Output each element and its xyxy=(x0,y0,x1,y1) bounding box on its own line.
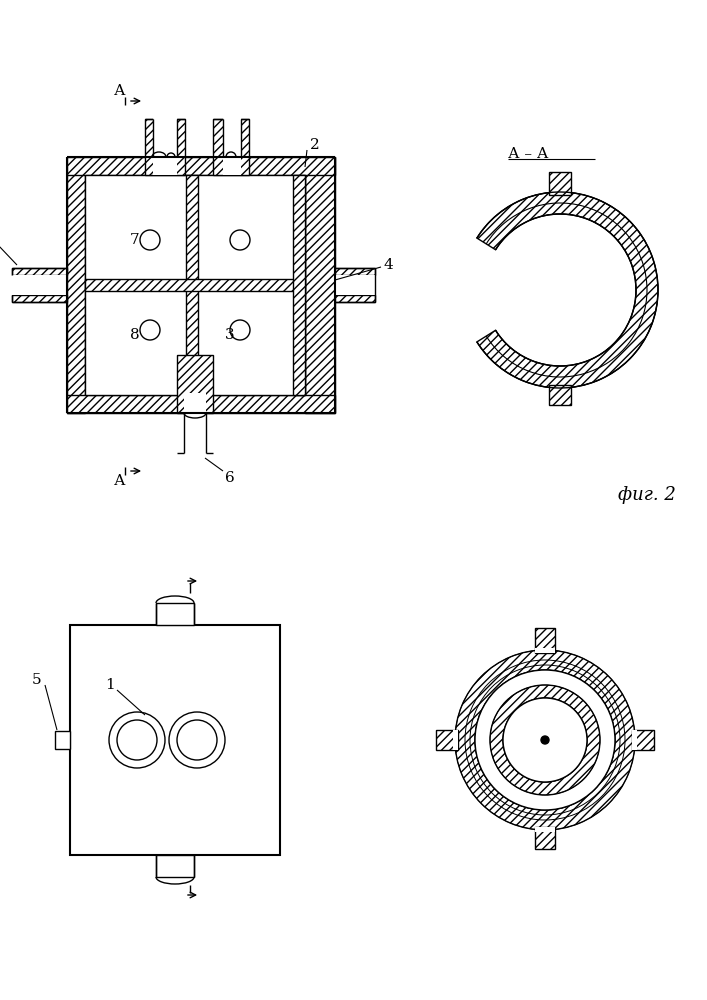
Circle shape xyxy=(230,320,250,340)
Bar xyxy=(551,385,569,405)
Bar xyxy=(549,385,571,405)
Wedge shape xyxy=(462,192,658,388)
Bar xyxy=(535,648,555,653)
Circle shape xyxy=(169,712,225,768)
Text: 6: 6 xyxy=(225,471,235,485)
Bar xyxy=(213,119,249,175)
Bar xyxy=(436,730,458,750)
Bar xyxy=(67,395,335,413)
Bar xyxy=(535,827,555,832)
Circle shape xyxy=(140,230,160,250)
Text: фиг. 2: фиг. 2 xyxy=(618,486,676,504)
Bar xyxy=(223,117,241,175)
Bar xyxy=(12,295,67,302)
Bar xyxy=(535,628,555,653)
Bar xyxy=(305,157,335,413)
Bar xyxy=(67,157,85,413)
Bar xyxy=(549,172,571,195)
Bar xyxy=(335,268,375,275)
Wedge shape xyxy=(490,685,600,795)
Bar xyxy=(293,175,305,395)
Circle shape xyxy=(117,720,157,760)
Text: 5: 5 xyxy=(33,673,42,687)
Bar xyxy=(177,355,213,413)
Bar xyxy=(12,275,67,295)
Bar xyxy=(632,730,654,750)
Bar xyxy=(535,628,555,653)
Bar xyxy=(436,730,458,750)
Bar xyxy=(156,603,194,625)
Bar xyxy=(632,730,654,750)
Bar xyxy=(67,395,335,413)
Wedge shape xyxy=(455,650,635,830)
Bar xyxy=(177,355,213,413)
Bar xyxy=(535,827,555,849)
Bar xyxy=(335,295,375,302)
Text: 8: 8 xyxy=(130,328,140,342)
Bar xyxy=(12,295,67,302)
Bar xyxy=(335,275,375,295)
Bar xyxy=(535,827,555,849)
Circle shape xyxy=(475,670,615,810)
Bar xyxy=(55,731,70,749)
Circle shape xyxy=(140,320,160,340)
Bar xyxy=(85,175,305,395)
Bar xyxy=(213,119,249,175)
Bar xyxy=(153,117,177,175)
Bar xyxy=(85,279,305,291)
Bar xyxy=(453,730,458,750)
Bar xyxy=(335,268,375,275)
Bar xyxy=(186,175,198,395)
Bar xyxy=(184,393,206,453)
Text: А: А xyxy=(115,474,126,488)
Bar xyxy=(67,157,335,175)
Bar xyxy=(551,172,569,195)
Bar xyxy=(67,157,335,175)
Bar xyxy=(145,119,185,175)
Bar xyxy=(12,268,67,275)
Bar xyxy=(549,385,571,405)
Bar xyxy=(156,855,194,877)
Bar xyxy=(145,119,185,175)
Bar xyxy=(70,625,280,855)
Circle shape xyxy=(503,698,587,782)
Circle shape xyxy=(541,736,549,744)
Circle shape xyxy=(230,230,250,250)
Text: 4: 4 xyxy=(383,258,393,272)
Bar xyxy=(632,730,637,750)
Bar xyxy=(186,175,198,395)
Bar xyxy=(85,279,305,291)
Bar xyxy=(549,172,571,195)
Text: 2: 2 xyxy=(310,138,320,152)
Text: А – А: А – А xyxy=(508,147,549,161)
Bar xyxy=(305,157,335,413)
Bar xyxy=(335,295,375,302)
Bar xyxy=(293,175,305,395)
Bar xyxy=(67,157,85,413)
Text: 3: 3 xyxy=(226,328,235,342)
Bar xyxy=(12,268,67,275)
Circle shape xyxy=(177,720,217,760)
Wedge shape xyxy=(459,236,560,344)
Text: А: А xyxy=(115,84,126,98)
Text: 7: 7 xyxy=(130,233,140,247)
Circle shape xyxy=(109,712,165,768)
Text: 1: 1 xyxy=(105,678,115,692)
